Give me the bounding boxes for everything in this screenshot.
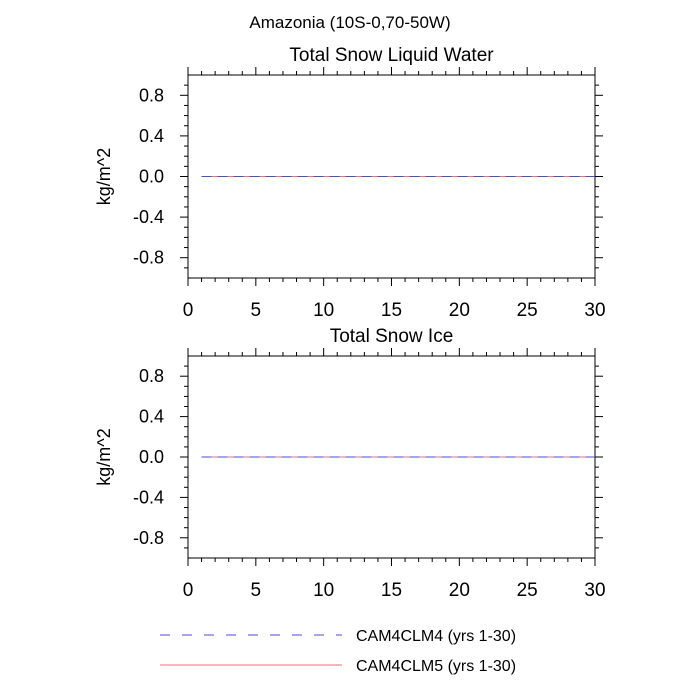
y-tick-label: 0.4: [139, 407, 164, 427]
y-tick-label: 0.8: [139, 366, 164, 386]
y-tick-label: -0.8: [133, 248, 164, 268]
legend-item-1: CAM4CLM4 (yrs 1-30): [160, 628, 516, 645]
panels: Total Snow Liquid Water 0.8 0.4 0.0 -0.4 -0.8…: [94, 45, 606, 601]
chart-panel-1: Total Snow Liquid Water 0.8 0.4 0.0 -0.4 -0.8…: [94, 45, 606, 321]
x-tick-label: 25: [517, 580, 538, 601]
y-tick-label: 0.8: [139, 85, 164, 105]
x-tick-label: 10: [313, 580, 334, 601]
y-tick-label: -0.4: [133, 487, 164, 507]
x-tick-label: 0: [183, 300, 194, 321]
x-tick-label: 20: [449, 300, 470, 321]
x-tick-label: 20: [449, 580, 470, 601]
legend-item-2: CAM4CLM5 (yrs 1-30): [160, 658, 516, 675]
legend-label: CAM4CLM5 (yrs 1-30): [356, 658, 516, 675]
x-tick-label: 25: [517, 300, 538, 321]
figure-title: Amazonia (10S-0,70-50W): [249, 13, 450, 32]
x-tick-label: 15: [381, 580, 402, 601]
y-axis-label: kg/m^2: [94, 428, 114, 485]
y-tick-label: 0.4: [139, 126, 164, 146]
x-tick-label: 5: [251, 580, 262, 601]
legend-label: CAM4CLM4 (yrs 1-30): [356, 628, 516, 645]
x-tick-label: 30: [584, 580, 605, 601]
x-tick-label: 10: [313, 300, 334, 321]
x-tick-label: 5: [251, 300, 262, 321]
y-axis-label: kg/m^2: [94, 148, 114, 205]
x-tick-label: 0: [183, 580, 194, 601]
y-tick-label: 0.0: [139, 447, 164, 467]
y-tick-label: -0.4: [133, 207, 164, 227]
chart-title: Total Snow Liquid Water: [289, 45, 494, 66]
chart-title: Total Snow Ice: [330, 326, 454, 347]
x-tick-label: 15: [381, 300, 402, 321]
y-tick-label: -0.8: [133, 528, 164, 548]
y-tick-label: 0.0: [139, 167, 164, 187]
legend: CAM4CLM4 (yrs 1-30) CAM4CLM5 (yrs 1-30): [160, 628, 516, 675]
chart-panel-2: Total Snow Ice 0.8 0.4 0.0 -0.4 -0.8 0 5 10 15 20 2…: [94, 326, 606, 601]
x-tick-label: 30: [584, 300, 605, 321]
